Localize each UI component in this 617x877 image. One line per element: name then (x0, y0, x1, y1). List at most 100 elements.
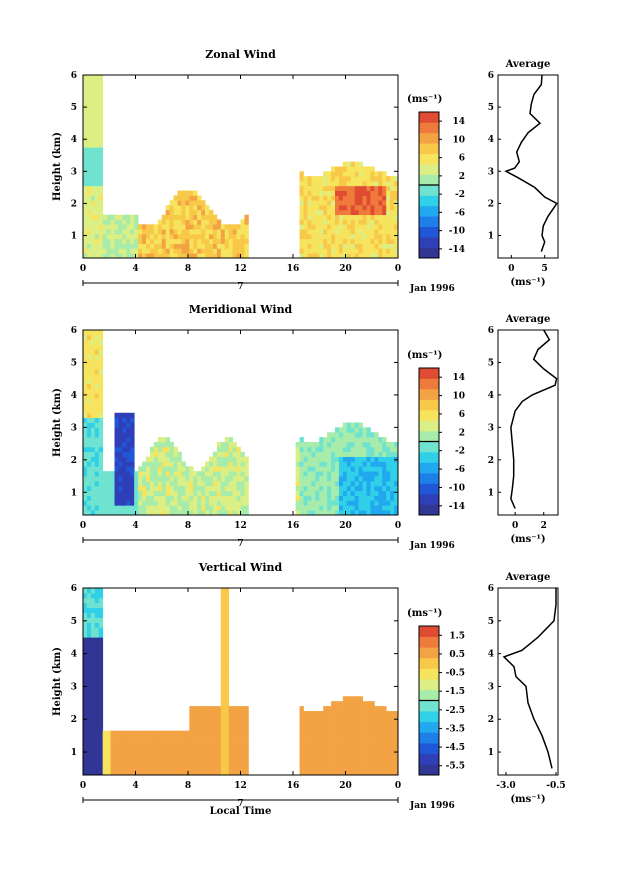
heatmap-cell (157, 755, 163, 761)
heatmap-cell (98, 485, 104, 492)
heatmap-cell (86, 224, 92, 230)
colorbar-tick-label: -2 (455, 190, 465, 200)
heatmap-cell (90, 398, 96, 404)
heatmap-cell (370, 190, 375, 196)
heatmap-cell (126, 451, 131, 457)
heatmap-cell (197, 219, 202, 225)
heatmap-cell (232, 750, 237, 756)
heatmap-cell (205, 229, 210, 235)
heatmap-cell (94, 166, 100, 172)
heatmap-cell (382, 490, 387, 496)
heatmap-cell (83, 412, 88, 419)
heatmap-cell (90, 422, 96, 428)
heatmap-cell (362, 185, 367, 191)
heatmap-cell (98, 127, 104, 134)
heatmap-cell (327, 229, 332, 235)
heatmap-cell (201, 466, 206, 472)
heatmap-cell (94, 94, 100, 100)
heatmap-cell (224, 446, 230, 453)
heatmap-cell (374, 725, 379, 732)
heatmap-cell (126, 476, 131, 482)
heatmap-cell (216, 224, 222, 230)
colorbar-swatch (419, 732, 439, 744)
heatmap-cell (354, 765, 360, 771)
heatmap-cell (138, 243, 143, 249)
heatmap-cell (335, 432, 340, 438)
heatmap-cell (161, 495, 167, 501)
heatmap-cell (110, 485, 115, 492)
heatmap-cell (327, 720, 332, 727)
heatmap-cell (299, 195, 304, 201)
heatmap-cell (346, 422, 352, 428)
heatmap-cell (201, 243, 206, 249)
heatmap-cell (205, 480, 210, 487)
heatmap-cell (370, 770, 375, 776)
heatmap-cell (114, 427, 119, 433)
heatmap-cell (86, 152, 92, 158)
heatmap-cell (370, 166, 375, 172)
heatmap-cell (90, 485, 96, 492)
heatmap-cell (193, 238, 198, 244)
avg-y-tick-label: 3 (488, 423, 494, 433)
heatmap-cell (106, 745, 111, 751)
heatmap-cell (157, 490, 163, 496)
heatmap-cell (354, 422, 360, 428)
heatmap-cell (193, 755, 198, 761)
heatmap-cell (122, 432, 127, 438)
heatmap-cell (86, 156, 92, 163)
heatmap-cell (350, 214, 356, 220)
heatmap-cell (232, 229, 237, 235)
heatmap-cell (177, 730, 182, 737)
heatmap-cell (90, 480, 96, 487)
heatmap-cell (161, 490, 167, 496)
heatmap-cell (342, 446, 348, 453)
heatmap-cell (228, 706, 234, 712)
heatmap-cell (331, 243, 336, 249)
heatmap-cell (98, 334, 104, 341)
heatmap-cell (173, 745, 178, 751)
heatmap-cell (157, 730, 163, 737)
heatmap-cell (370, 456, 375, 462)
heatmap-cell (134, 505, 139, 511)
heatmap-cell (338, 755, 344, 761)
heatmap-cell (311, 760, 316, 766)
avg-y-tick-label: 3 (488, 682, 494, 692)
heatmap-cell (331, 480, 336, 487)
heatmap-cell (303, 180, 308, 187)
heatmap-cell (205, 760, 210, 766)
heatmap-cell (90, 113, 96, 119)
date-label: Jan 1996 (409, 284, 455, 294)
heatmap-cell (106, 765, 111, 771)
heatmap-cell (177, 248, 182, 254)
heatmap-cell (153, 740, 159, 746)
heatmap-cell (335, 243, 340, 249)
heatmap-cell (212, 466, 218, 472)
heatmap-cell (142, 253, 147, 259)
heatmap-cell (350, 696, 356, 702)
heatmap-cell (224, 637, 230, 643)
heatmap-cell (374, 432, 379, 438)
y-tick-label: 4 (71, 391, 77, 401)
heatmap-cell (335, 451, 340, 457)
heatmap-cell (90, 75, 96, 81)
heatmap-cell (224, 485, 230, 492)
heatmap-cell (315, 205, 320, 211)
heatmap-cell (161, 456, 167, 462)
heatmap-cell (165, 437, 171, 443)
heatmap-cell (240, 248, 245, 254)
heatmap-cell (157, 243, 163, 249)
heatmap-cell (90, 330, 96, 336)
heatmap-cell (177, 243, 182, 249)
colorbar-swatch (419, 143, 439, 155)
heatmap-cell (224, 471, 230, 477)
heatmap-cell (90, 79, 96, 86)
heatmap-cell (244, 770, 249, 776)
heatmap-cell (94, 190, 100, 196)
heatmap-cell (331, 471, 336, 477)
heatmap-cell (370, 233, 375, 240)
heatmap-cell (338, 495, 344, 501)
heatmap-cell (98, 176, 104, 182)
heatmap-cell (354, 720, 360, 727)
